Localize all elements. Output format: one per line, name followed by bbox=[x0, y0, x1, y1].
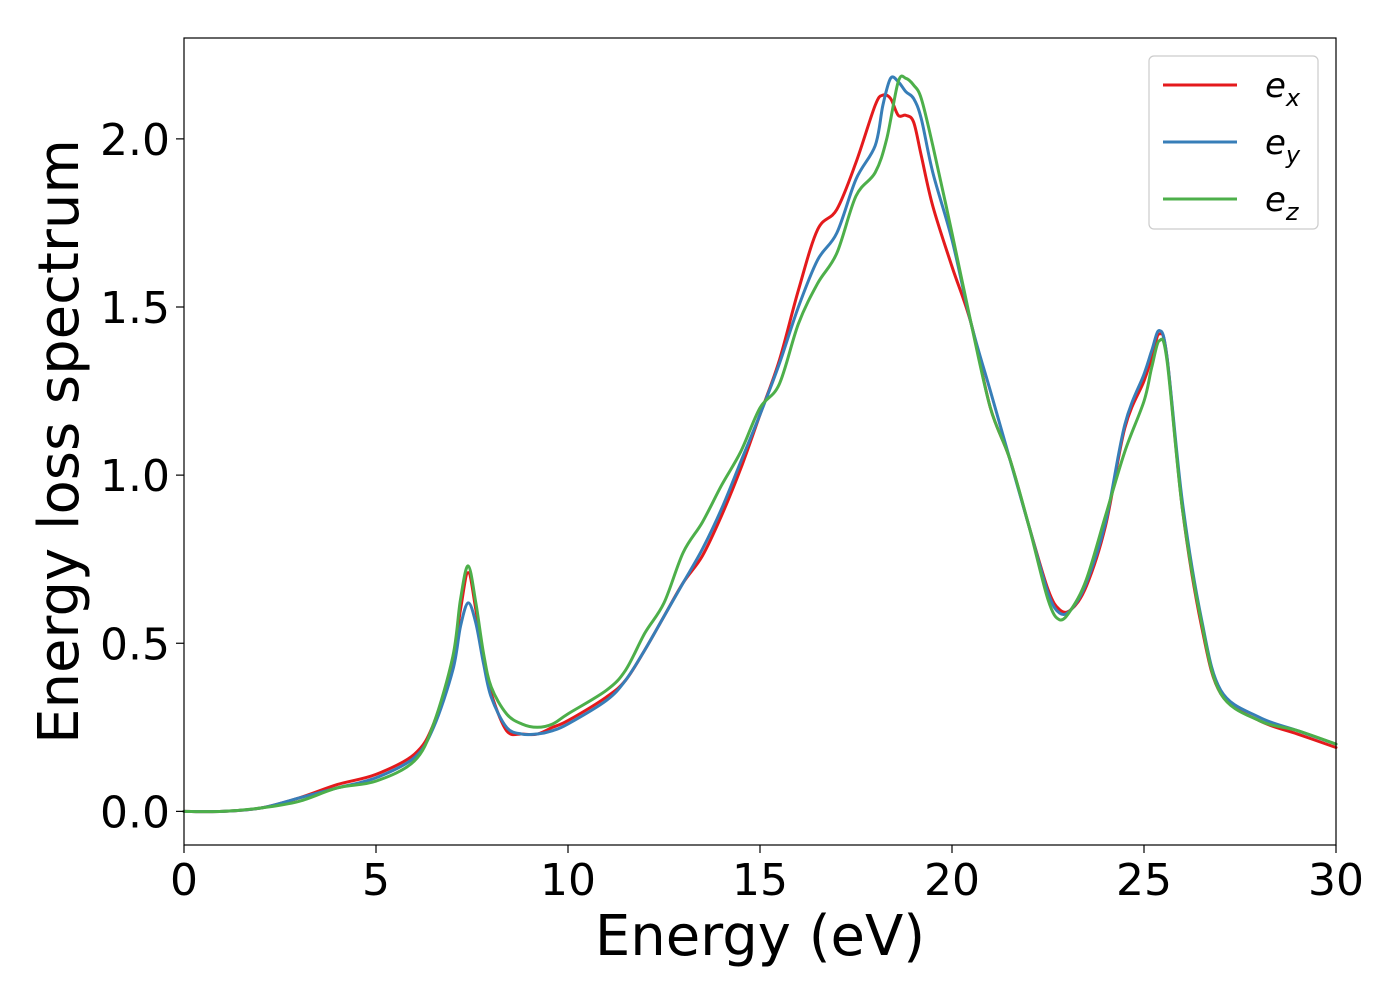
x-tick-label: 20 bbox=[924, 855, 980, 906]
y-tick-label: 1.5 bbox=[100, 283, 170, 334]
plot-lines bbox=[182, 74, 1338, 814]
x-tick-label: 15 bbox=[732, 855, 788, 906]
series-line-e-z bbox=[182, 74, 1338, 814]
y-tick-label: 2.0 bbox=[100, 115, 170, 166]
y-axis-ticks: 0.0 0.5 1.0 1.5 2.0 bbox=[100, 115, 184, 838]
x-tick-label: 10 bbox=[540, 855, 596, 906]
legend-label: ez bbox=[1265, 180, 1300, 226]
y-tick-label: 0.5 bbox=[100, 619, 170, 670]
y-axis-title: Energy loss spectrum bbox=[27, 139, 92, 744]
legend-label: ey bbox=[1265, 123, 1301, 169]
x-tick-label: 5 bbox=[362, 855, 390, 906]
legend: ex ey ez bbox=[1148, 55, 1319, 230]
series-line-e-y bbox=[182, 75, 1338, 814]
x-axis-ticks: 0 5 10 15 20 25 30 bbox=[170, 845, 1364, 906]
x-axis-title: Energy (eV) bbox=[595, 904, 925, 969]
legend-label: ex bbox=[1265, 66, 1301, 112]
x-tick-label: 30 bbox=[1308, 855, 1364, 906]
x-tick-label: 0 bbox=[170, 855, 198, 906]
x-tick-label: 25 bbox=[1116, 855, 1172, 906]
y-tick-label: 0.0 bbox=[100, 787, 170, 838]
y-tick-label: 1.0 bbox=[100, 451, 170, 502]
